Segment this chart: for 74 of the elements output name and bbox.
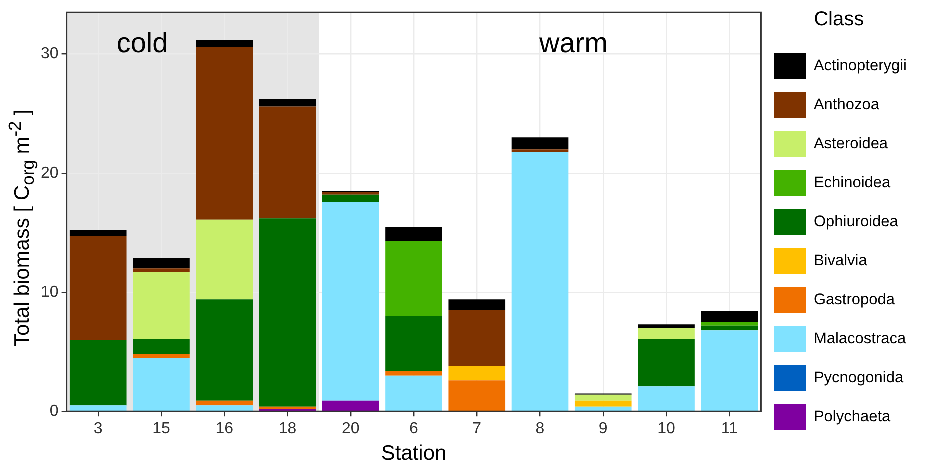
legend-label: Malacostraca: [814, 330, 907, 348]
bar: [70, 230, 127, 237]
bar: [196, 300, 254, 401]
bar: [70, 340, 127, 406]
bar: [701, 330, 758, 411]
bar: [512, 138, 569, 150]
bar: [259, 100, 316, 107]
bar: [386, 376, 442, 411]
bar: [386, 226, 442, 242]
bar: [133, 338, 190, 354]
bar: [448, 366, 506, 381]
bar: [70, 236, 127, 340]
bar: [386, 316, 442, 372]
x-axis-title: Station: [381, 442, 447, 466]
bar: [638, 386, 695, 411]
x-tick-label: 16: [216, 420, 234, 438]
bar: [638, 328, 695, 339]
bar: [322, 192, 380, 195]
bar: [701, 322, 758, 326]
bar: [638, 324, 695, 328]
legend-label: Anthozoa: [814, 96, 880, 114]
legend-label: Bivalvia: [814, 252, 868, 270]
legend-label: Echinoidea: [814, 174, 892, 192]
y-tick-label: 30: [41, 46, 59, 63]
bar: [638, 338, 695, 387]
bar: [196, 220, 254, 300]
x-tick-label: 7: [472, 420, 482, 438]
bar: [259, 106, 316, 219]
bar: [196, 47, 254, 220]
bar: [133, 358, 190, 411]
annotation: warm: [538, 27, 608, 58]
bar: [133, 354, 190, 358]
x-tick-label: 8: [536, 420, 545, 438]
x-tick-label: 18: [278, 420, 297, 438]
bar: [322, 400, 380, 411]
bar: [448, 300, 506, 310]
bar: [386, 241, 442, 316]
x-tick-label: 15: [152, 420, 170, 438]
legend-label: Gastropoda: [814, 291, 896, 308]
bar: [133, 258, 190, 269]
bar: [701, 326, 758, 331]
bar: [512, 152, 569, 411]
y-tick-label: 0: [50, 403, 59, 420]
legend-label: Asteroidea: [814, 135, 888, 152]
bar: [322, 194, 380, 202]
bar: [259, 218, 316, 407]
x-tick-label: 6: [410, 420, 419, 438]
x-tick-label: 10: [658, 420, 676, 438]
bar: [133, 268, 190, 272]
legend-label: Polychaeta: [814, 408, 892, 426]
legend-label: Ophiuroidea: [814, 213, 899, 230]
bar: [701, 312, 758, 322]
y-tick-label: 20: [41, 164, 59, 182]
bar: [133, 272, 190, 339]
bar: [448, 310, 506, 366]
bar: [196, 406, 254, 411]
bar: [196, 40, 254, 48]
x-tick-label: 20: [342, 420, 360, 438]
x-tick-label: 9: [598, 420, 608, 438]
legend-label: Actinopterygii: [814, 57, 907, 74]
legend-label: Pycnogonida: [814, 369, 904, 386]
legend-title: Class: [814, 8, 864, 31]
x-tick-label: 11: [721, 420, 738, 438]
band-label: cold: [116, 27, 168, 58]
bar: [574, 400, 632, 407]
bar: [70, 406, 127, 411]
bar: [196, 400, 254, 406]
y-tick-label: 10: [41, 284, 59, 301]
x-tick-label: 3: [94, 420, 103, 438]
bar: [448, 380, 506, 411]
bar: [322, 202, 380, 401]
bar: [574, 406, 632, 411]
bar: [574, 394, 632, 401]
bar: [386, 371, 442, 376]
